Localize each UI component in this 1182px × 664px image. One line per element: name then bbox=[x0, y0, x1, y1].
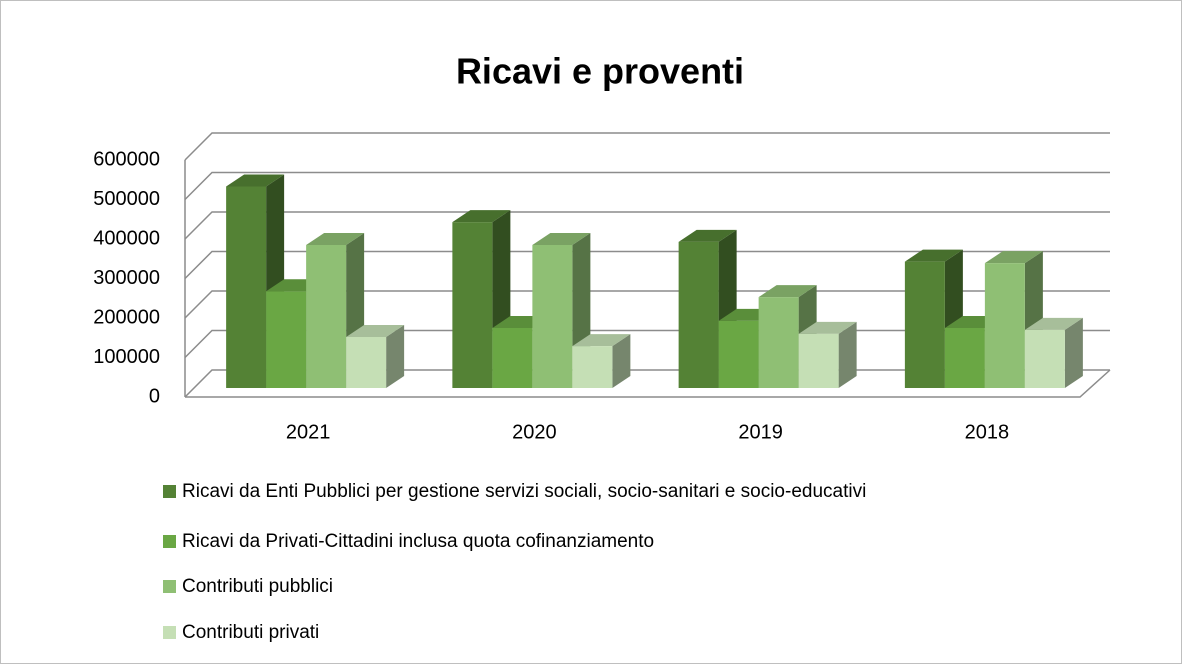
legend-swatch bbox=[163, 626, 176, 639]
legend-swatch bbox=[163, 485, 176, 498]
y-tick-label: 0 bbox=[149, 385, 160, 407]
x-tick-label: 2021 bbox=[286, 421, 331, 443]
legend-label: Contributi privati bbox=[182, 622, 319, 643]
bar-top bbox=[984, 251, 1043, 264]
bar-front bbox=[1024, 329, 1065, 388]
bar-front bbox=[758, 297, 799, 388]
bar-front bbox=[984, 263, 1025, 388]
y-tick-label: 200000 bbox=[93, 306, 160, 328]
bar bbox=[798, 321, 857, 388]
bar-top bbox=[798, 321, 857, 334]
bar-front bbox=[904, 261, 945, 388]
bar-side bbox=[838, 321, 857, 388]
bar-top bbox=[758, 285, 817, 298]
grid-line bbox=[184, 132, 1110, 161]
x-tick-label: 2019 bbox=[738, 421, 783, 443]
bar-front bbox=[346, 337, 387, 388]
y-tick-label: 300000 bbox=[93, 267, 160, 289]
bar-top bbox=[572, 334, 631, 347]
bar bbox=[572, 334, 631, 388]
legend-label: Ricavi da Privati-Cittadini inclusa quot… bbox=[182, 531, 654, 552]
bar-front bbox=[944, 327, 985, 388]
x-tick-label: 2020 bbox=[512, 421, 557, 443]
y-tick-label: 500000 bbox=[93, 188, 160, 210]
bar-top bbox=[678, 229, 737, 242]
bar-top bbox=[452, 210, 511, 223]
bar-top bbox=[1024, 317, 1083, 330]
bar-front bbox=[266, 291, 307, 388]
bar-top bbox=[346, 325, 405, 338]
chart-title: Ricavi e proventi bbox=[456, 51, 744, 92]
floor bbox=[185, 369, 1111, 398]
bar-top bbox=[226, 174, 285, 187]
grid-line bbox=[184, 211, 1110, 240]
y-tick-label: 100000 bbox=[93, 346, 160, 368]
bar-front bbox=[572, 346, 613, 388]
bar-front bbox=[678, 241, 719, 388]
bar-side bbox=[386, 325, 405, 388]
bar-front bbox=[492, 327, 533, 388]
legend-label: Contributi pubblici bbox=[182, 576, 333, 597]
bar bbox=[346, 325, 405, 388]
grid-line bbox=[184, 171, 1110, 201]
bar-top bbox=[306, 233, 365, 246]
bar-front bbox=[452, 222, 493, 388]
x-tick-label: 2018 bbox=[965, 421, 1010, 443]
y-tick-label: 400000 bbox=[93, 227, 160, 249]
bar-side bbox=[1064, 317, 1083, 388]
legend-swatch bbox=[163, 535, 176, 548]
bar-front bbox=[718, 320, 759, 388]
bar-front bbox=[798, 333, 839, 388]
grid-line bbox=[184, 250, 1110, 280]
legend-swatch bbox=[163, 580, 176, 593]
bar-front bbox=[226, 186, 267, 388]
bar-side bbox=[612, 334, 631, 388]
bar-front bbox=[306, 245, 347, 388]
bar-top bbox=[532, 233, 591, 246]
bar bbox=[1024, 317, 1083, 388]
legend-label: Ricavi da Enti Pubblici per gestione ser… bbox=[182, 481, 866, 502]
y-tick-label: 600000 bbox=[93, 148, 160, 170]
bar-top bbox=[904, 249, 963, 262]
bar-front bbox=[532, 245, 573, 388]
